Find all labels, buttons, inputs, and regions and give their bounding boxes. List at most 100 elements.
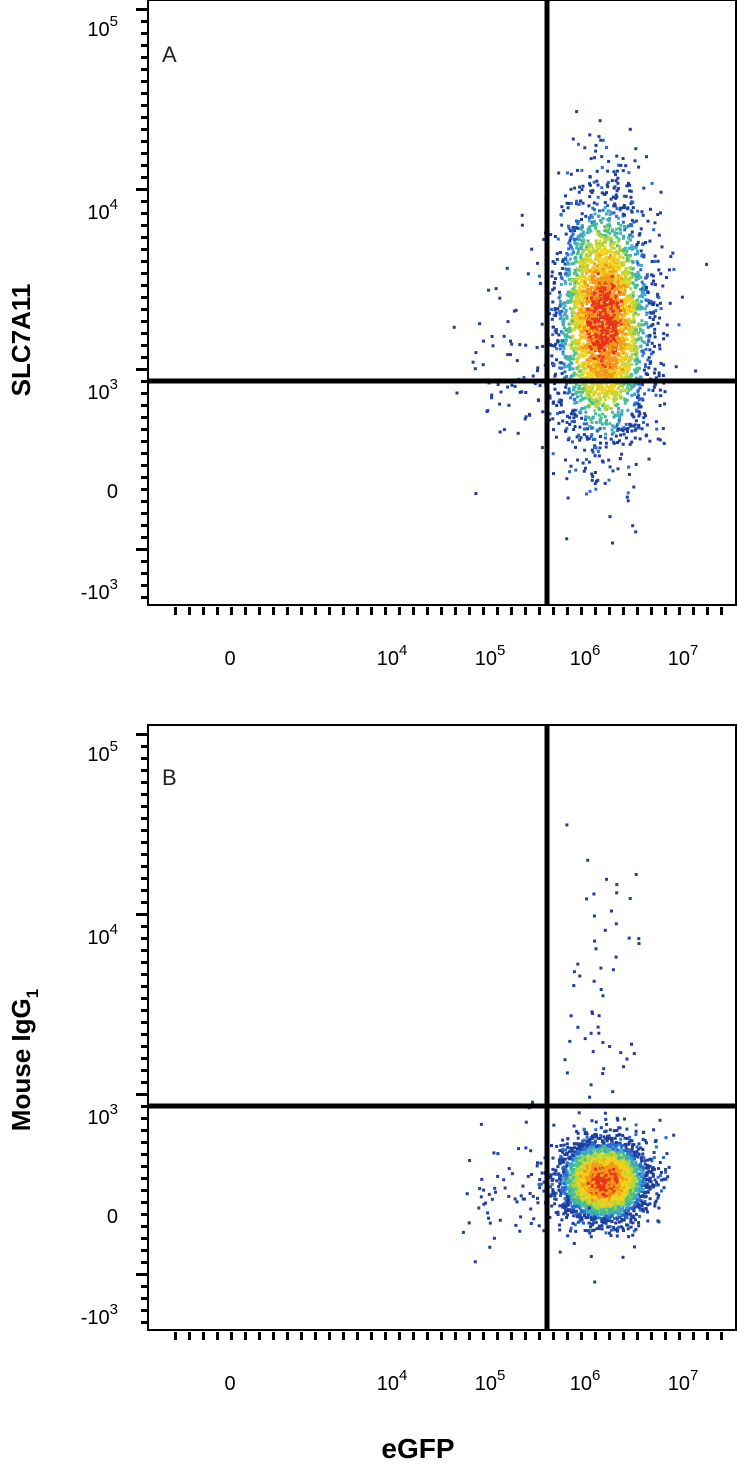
event-dot — [637, 276, 641, 280]
event-dot — [580, 376, 584, 380]
event-dot — [630, 352, 634, 356]
event-dot — [602, 308, 606, 312]
y-tick-mark — [141, 464, 148, 467]
event-dot — [656, 259, 660, 263]
event-dot — [581, 311, 584, 315]
event-dot — [570, 252, 574, 256]
event-dot — [586, 338, 590, 342]
event-dot — [570, 343, 574, 347]
event-dot — [617, 421, 621, 425]
event-dot — [608, 356, 612, 360]
event-dot — [597, 413, 601, 417]
event-dot — [605, 146, 608, 149]
event-dot — [586, 254, 590, 258]
event-dot — [603, 388, 607, 392]
event-dot — [606, 204, 609, 208]
event-dot — [562, 326, 566, 330]
event-dot — [556, 237, 560, 241]
event-dot — [568, 1208, 572, 1212]
event-dot — [564, 385, 568, 389]
y-tick-mark — [141, 344, 148, 347]
y-tick-mark — [141, 272, 148, 275]
event-dot — [633, 436, 637, 440]
event-dot — [573, 304, 577, 308]
event-dot — [615, 305, 619, 308]
event-dot — [611, 359, 615, 363]
event-dot — [605, 372, 609, 376]
event-dot — [638, 304, 642, 308]
event-dot — [630, 306, 634, 309]
event-dot — [621, 298, 625, 302]
event-dot — [613, 333, 617, 337]
event-dot — [482, 339, 485, 343]
event-dot — [654, 420, 658, 424]
event-dot — [568, 1229, 572, 1233]
event-dot — [584, 383, 588, 387]
event-dot — [627, 181, 630, 185]
event-dot — [612, 1228, 615, 1231]
event-dot — [650, 341, 654, 345]
event-dot — [572, 353, 576, 357]
event-dot — [548, 394, 552, 398]
event-dot — [616, 318, 620, 322]
event-dot — [608, 1211, 612, 1215]
event-dot — [632, 352, 636, 356]
event-dot — [604, 441, 608, 445]
event-dot — [627, 342, 631, 346]
event-dot — [597, 454, 601, 458]
event-dot — [603, 206, 607, 209]
event-dot — [605, 298, 609, 302]
event-dot — [612, 312, 616, 316]
event-dot — [575, 366, 579, 370]
event-dot — [627, 324, 631, 328]
event-dot — [656, 321, 660, 325]
event-dot — [588, 183, 592, 187]
event-dot — [608, 231, 612, 235]
event-dot — [642, 416, 646, 420]
event-dot — [564, 194, 567, 198]
event-dot — [599, 301, 603, 305]
event-dot — [580, 272, 584, 276]
event-dot — [555, 257, 559, 261]
event-dot — [630, 356, 634, 360]
event-dot — [641, 213, 645, 217]
event-dot — [601, 403, 605, 407]
event-dot — [607, 458, 611, 462]
event-dot — [570, 314, 574, 318]
event-dot — [602, 301, 606, 305]
event-dot — [554, 277, 557, 281]
event-dot — [583, 448, 587, 452]
event-dot — [607, 219, 611, 223]
event-dot — [606, 238, 610, 241]
event-dot — [557, 1175, 561, 1179]
event-dot — [635, 350, 639, 354]
x-tick-mark — [650, 607, 653, 615]
event-dot — [624, 225, 628, 229]
event-dot — [632, 1229, 636, 1233]
event-dot — [622, 263, 625, 267]
event-dot — [648, 361, 652, 365]
event-dot — [601, 373, 605, 377]
event-dot — [586, 239, 590, 243]
event-dot — [604, 1231, 608, 1235]
event-dot — [552, 472, 555, 476]
event-dot — [567, 277, 571, 281]
event-dot — [612, 204, 616, 208]
event-dot — [535, 346, 539, 349]
event-dot — [559, 361, 563, 365]
event-dot — [569, 172, 573, 176]
event-dot — [569, 296, 573, 300]
event-dot — [575, 202, 578, 206]
event-dot — [654, 382, 658, 386]
event-dot — [629, 238, 632, 242]
event-dot — [584, 466, 587, 470]
event-dot — [637, 1221, 640, 1225]
event-dot — [572, 428, 576, 431]
event-dot — [603, 296, 607, 300]
event-dot — [548, 291, 552, 295]
event-dot — [580, 407, 584, 410]
event-dot — [582, 332, 586, 336]
event-dot — [611, 350, 615, 354]
event-dot — [635, 275, 639, 279]
event-dot — [615, 352, 619, 356]
